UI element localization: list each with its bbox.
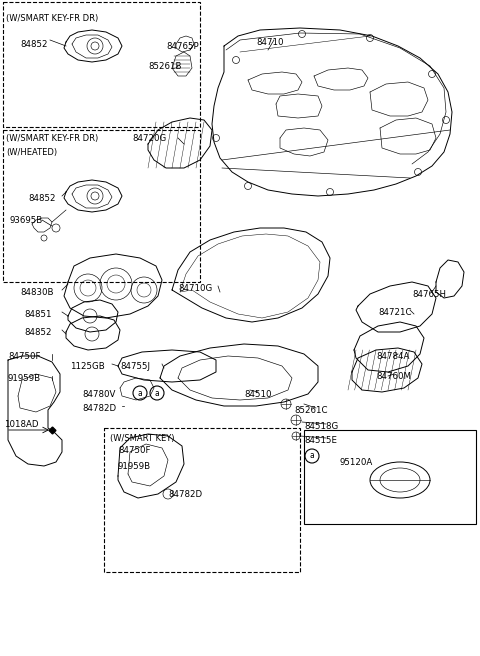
Text: 95120A: 95120A bbox=[340, 458, 373, 467]
Text: 84710: 84710 bbox=[256, 38, 284, 47]
Text: 84784A: 84784A bbox=[376, 352, 409, 361]
Text: 85261B: 85261B bbox=[148, 62, 181, 71]
Text: 84710G: 84710G bbox=[178, 284, 212, 293]
Text: 84518G: 84518G bbox=[304, 422, 338, 431]
Text: a: a bbox=[138, 388, 143, 398]
Text: 85261C: 85261C bbox=[294, 406, 327, 415]
Text: 84851: 84851 bbox=[24, 310, 51, 319]
Text: 93695B: 93695B bbox=[10, 216, 43, 225]
Text: 84760M: 84760M bbox=[376, 372, 411, 381]
Text: (W/SMART KEY-FR DR): (W/SMART KEY-FR DR) bbox=[6, 14, 98, 23]
Text: 84765P: 84765P bbox=[166, 42, 199, 51]
Text: 84782D: 84782D bbox=[168, 490, 202, 499]
Bar bbox=[3, 130, 200, 282]
Text: 84780V: 84780V bbox=[82, 390, 115, 399]
Text: 84720G: 84720G bbox=[132, 134, 166, 143]
Text: 84852: 84852 bbox=[24, 328, 51, 337]
Text: 84750F: 84750F bbox=[118, 446, 151, 455]
Text: (W/HEATED): (W/HEATED) bbox=[6, 148, 57, 157]
Bar bbox=[3, 2, 200, 127]
Text: 84755J: 84755J bbox=[120, 362, 150, 371]
Text: 91959B: 91959B bbox=[118, 462, 151, 471]
Text: (W/SMART KEY-FR DR): (W/SMART KEY-FR DR) bbox=[6, 134, 98, 143]
Text: 84515E: 84515E bbox=[304, 436, 337, 445]
Text: 1125GB: 1125GB bbox=[70, 362, 105, 371]
Text: 84510: 84510 bbox=[244, 390, 272, 399]
Text: 84750F: 84750F bbox=[8, 352, 40, 361]
Text: 84830B: 84830B bbox=[20, 288, 53, 297]
Text: a: a bbox=[310, 451, 314, 461]
Text: 84852: 84852 bbox=[20, 40, 48, 49]
Bar bbox=[304, 430, 476, 524]
Text: 1018AD: 1018AD bbox=[4, 420, 38, 429]
Text: 91959B: 91959B bbox=[8, 374, 41, 383]
Text: 84852: 84852 bbox=[28, 194, 56, 203]
Bar bbox=[104, 428, 300, 572]
Text: (W/SMART KEY): (W/SMART KEY) bbox=[110, 434, 175, 443]
Text: 84765H: 84765H bbox=[412, 290, 446, 299]
Text: a: a bbox=[155, 388, 159, 398]
Text: 84721C: 84721C bbox=[378, 308, 411, 317]
Text: 84782D: 84782D bbox=[82, 404, 116, 413]
